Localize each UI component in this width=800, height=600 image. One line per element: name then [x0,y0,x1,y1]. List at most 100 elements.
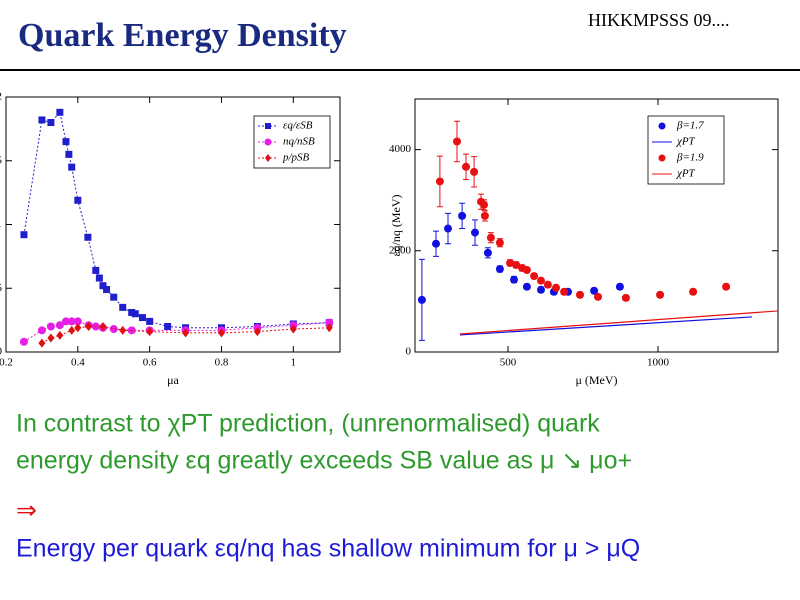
marker [530,272,539,281]
marker [471,228,479,237]
body-text: Energy per quark εq/nq has shallow minim… [16,535,640,563]
y-axis-label: εq/nq (MeV) [389,194,403,256]
marker [103,286,111,294]
marker [560,287,569,296]
marker [38,338,46,348]
marker [615,282,624,291]
x-tick-label: 500 [500,357,517,369]
legend-label: p/pSB [282,152,310,164]
marker [506,258,515,267]
marker [146,317,154,325]
reference: HIKKMPSSS 09.... [588,10,730,30]
y-tick-label: 1.5 [0,154,3,166]
marker [164,323,172,330]
y-tick-label: 2000 [389,244,412,256]
marker [65,150,73,158]
marker [62,138,70,146]
x-axis-label: μ (MeV) [575,373,617,387]
x-tick-label: 0.4 [71,357,85,369]
marker [576,290,584,299]
marker [265,123,271,129]
marker [512,260,521,269]
y-tick-label: 2 [0,91,2,103]
marker [552,283,560,292]
marker [119,303,127,311]
marker [264,138,272,146]
marker [621,293,630,302]
x-tick-label: 1 [291,357,297,369]
marker [722,282,731,291]
marker [325,323,333,333]
marker [495,265,504,274]
marker [138,314,146,322]
body-text: energy density εq greatly exceeds SB val… [16,447,632,475]
marker [510,275,518,284]
marker [543,280,552,289]
marker [37,326,46,335]
x-axis-label: μa [167,373,179,387]
legend-label: εq/εSB [283,120,313,132]
x-tick-label: 0.2 [0,357,13,369]
marker [84,233,92,241]
marker [85,322,93,331]
x-tick-label: 1000 [647,357,670,369]
marker [444,224,452,233]
marker [325,318,334,327]
marker [92,266,100,274]
marker [109,325,118,334]
x-tick-label: 0.8 [215,357,229,369]
marker [495,238,504,247]
legend-label: χPT [676,136,696,148]
marker [458,211,467,220]
marker [74,196,82,204]
marker [110,293,118,301]
marker [590,286,599,295]
marker [38,116,46,124]
marker [47,119,55,126]
plot-frame [414,98,779,353]
y-tick-label: 0.5 [0,282,3,294]
series-line [459,316,752,336]
marker [453,137,461,146]
marker [119,325,127,335]
y-tick-label: 0 [0,346,3,358]
marker [146,327,154,337]
marker [20,231,28,239]
marker [522,266,531,275]
marker [522,282,531,291]
y-tick-label: 1 [0,218,2,230]
marker [417,295,426,304]
marker [182,328,190,338]
marker [253,327,261,337]
legend-label: χPT [676,168,696,180]
legend-label: β=1.7 [676,120,704,132]
marker [537,276,545,285]
x-tick-label: 0.6 [143,357,157,369]
marker [658,154,666,162]
marker [68,325,76,335]
series-line [459,310,779,335]
marker [594,292,602,301]
marker [67,317,76,326]
marker [217,328,225,338]
marker [462,162,470,171]
marker [480,211,489,220]
body-text: In contrast to χPT prediction, (unrenorm… [16,410,600,438]
marker [537,285,545,294]
marker [432,239,440,248]
marker [480,200,488,209]
marker [470,167,479,176]
marker [99,282,107,290]
marker [95,274,103,282]
marker [289,324,297,334]
marker [74,323,82,333]
marker [56,330,64,340]
legend-label: β=1.9 [676,152,704,164]
y-tick-label: 0 [406,346,412,358]
marker [61,317,70,326]
marker [656,290,665,299]
marker [658,122,666,130]
marker [19,337,28,346]
